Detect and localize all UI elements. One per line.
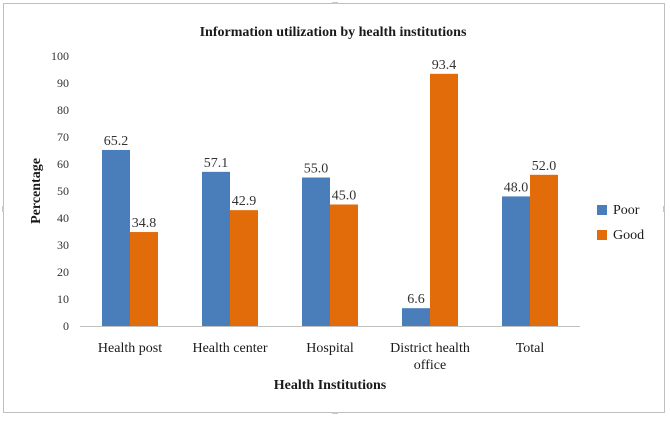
bar-poor <box>202 171 230 326</box>
data-label-good: 93.4 <box>432 58 457 73</box>
data-label-poor: 57.1 <box>204 156 229 171</box>
bar-poor <box>302 177 330 326</box>
y-tick-label: 90 <box>57 76 69 90</box>
bar-good <box>130 232 158 326</box>
y-tick-label: 20 <box>57 265 69 279</box>
bar-poor <box>102 149 130 326</box>
legend-label-poor: Poor <box>613 203 640 218</box>
y-tick-label: 70 <box>57 130 69 144</box>
data-label-good: 42.9 <box>232 194 257 209</box>
y-tick-label: 100 <box>51 49 69 63</box>
bar-poor <box>502 196 530 326</box>
y-tick-label: 0 <box>63 319 69 333</box>
resize-handle-left[interactable] <box>2 206 4 212</box>
bar-good <box>430 73 458 326</box>
y-tick-label: 80 <box>57 103 69 117</box>
y-tick-label: 10 <box>57 292 69 306</box>
x-category-label: Total <box>516 341 545 356</box>
x-category-label: office <box>414 358 446 373</box>
resize-handle-top[interactable] <box>332 2 338 4</box>
x-category-label: Health center <box>192 341 267 356</box>
data-label-good: 34.8 <box>132 216 157 231</box>
chart-title: Information utilization by health instit… <box>200 25 467 40</box>
data-label-poor: 6.6 <box>407 292 425 307</box>
legend-swatch-good <box>597 230 607 240</box>
data-label-poor: 65.2 <box>104 134 129 149</box>
y-tick-label: 50 <box>57 184 69 198</box>
resize-handle-bottom[interactable] <box>332 412 338 414</box>
bar-good <box>330 204 358 326</box>
data-label-good: 52.0 <box>532 159 557 174</box>
x-category-label: District health <box>390 341 470 356</box>
y-axis-label: Percentage <box>29 158 44 224</box>
bar-good <box>530 174 558 326</box>
data-label-poor: 55.0 <box>304 162 329 177</box>
y-tick-label: 30 <box>57 238 69 252</box>
data-label-good: 45.0 <box>332 189 357 204</box>
resize-handle-right[interactable] <box>663 206 665 212</box>
bar-poor <box>402 308 430 326</box>
y-tick-label: 60 <box>57 157 69 171</box>
x-category-label: Health post <box>98 341 162 356</box>
bar-good <box>230 210 258 326</box>
y-tick-label: 40 <box>57 211 69 225</box>
data-label-poor: 48.0 <box>504 180 529 195</box>
legend-label-good: Good <box>613 228 644 243</box>
legend-swatch-poor <box>597 205 607 215</box>
x-category-label: Hospital <box>306 341 354 356</box>
x-axis-label: Health Institutions <box>274 378 387 393</box>
